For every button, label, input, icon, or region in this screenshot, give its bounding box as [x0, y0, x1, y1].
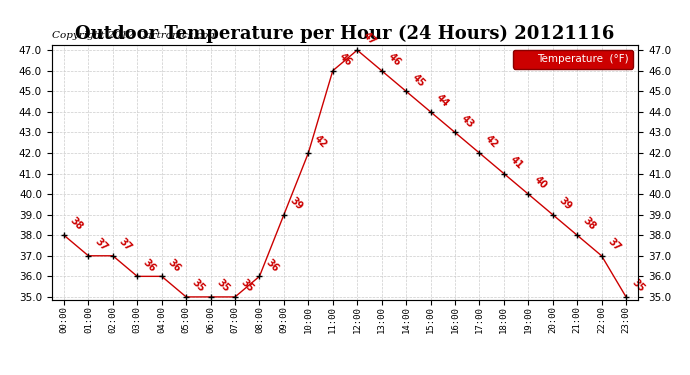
Text: 42: 42 — [313, 134, 329, 150]
Text: 44: 44 — [435, 93, 451, 109]
Text: 46: 46 — [386, 51, 402, 68]
Text: 42: 42 — [484, 134, 500, 150]
Text: 37: 37 — [117, 236, 134, 253]
Text: 37: 37 — [606, 236, 622, 253]
Text: 40: 40 — [533, 175, 549, 191]
Text: 45: 45 — [411, 72, 427, 88]
Text: 36: 36 — [141, 257, 158, 274]
Text: 37: 37 — [92, 236, 109, 253]
Text: 39: 39 — [288, 195, 305, 212]
Text: 36: 36 — [166, 257, 182, 274]
Text: 35: 35 — [215, 278, 231, 294]
Title: Outdoor Temperature per Hour (24 Hours) 20121116: Outdoor Temperature per Hour (24 Hours) … — [75, 25, 615, 44]
Text: 39: 39 — [557, 195, 573, 212]
Text: Copyright 2012 Cartronics.com: Copyright 2012 Cartronics.com — [52, 31, 218, 40]
Text: 43: 43 — [459, 113, 475, 130]
Text: 46: 46 — [337, 51, 353, 68]
Text: 35: 35 — [190, 278, 207, 294]
Text: 36: 36 — [264, 257, 280, 274]
Legend: Temperature  (°F): Temperature (°F) — [513, 50, 633, 69]
Text: 38: 38 — [68, 216, 85, 232]
Text: 35: 35 — [239, 278, 256, 294]
Text: 38: 38 — [581, 216, 598, 232]
Text: 35: 35 — [630, 278, 647, 294]
Text: 47: 47 — [362, 31, 378, 47]
Text: 41: 41 — [508, 154, 524, 171]
